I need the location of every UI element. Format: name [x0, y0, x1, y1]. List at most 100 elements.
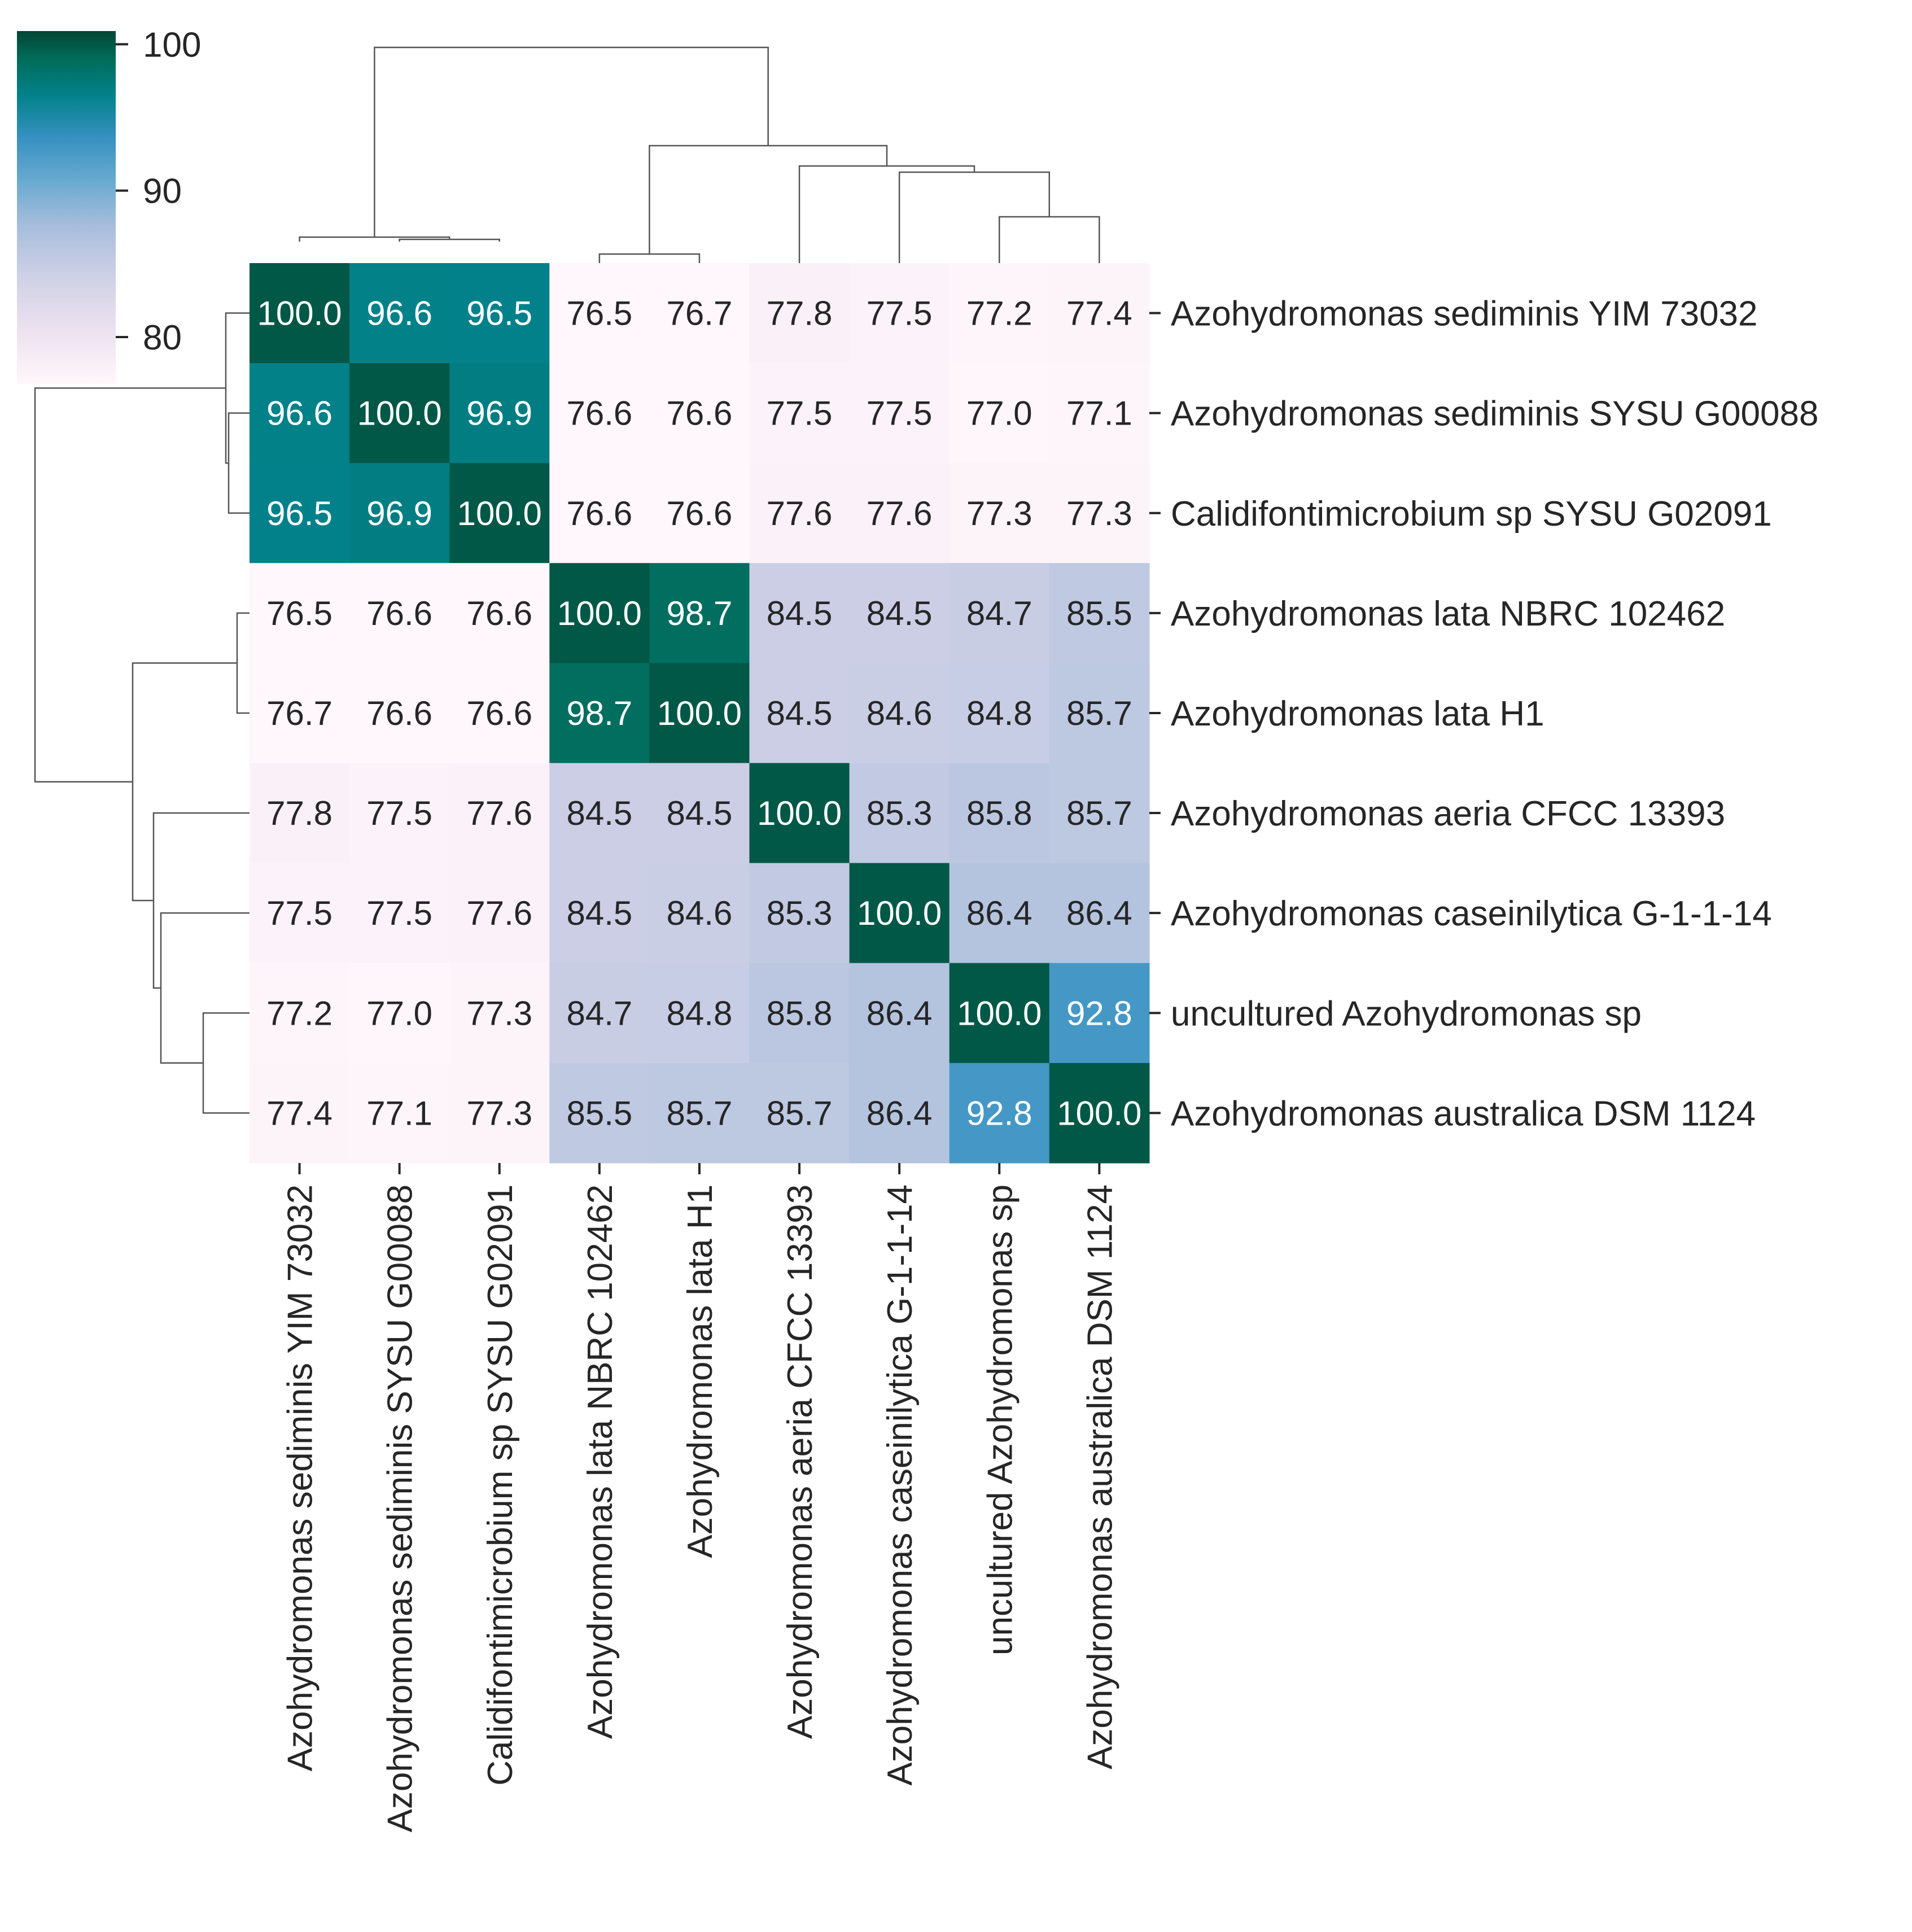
cell-value-r7-c4: 84.8: [667, 994, 733, 1032]
row-link-3-4: [236, 612, 250, 714]
cell-value-r4-c4: 100.0: [657, 694, 742, 732]
heatmap-cell-r5-c2: [449, 763, 550, 864]
heatmap-cell-r6-c8: [1049, 863, 1150, 964]
cell-value-r5-c8: 85.7: [1066, 794, 1132, 832]
heatmap-cell-r7-c5: [749, 963, 850, 1064]
heatmap-cell-r4-c2: [449, 663, 550, 764]
cell-value-r6-c8: 86.4: [1066, 894, 1132, 932]
heatmap-cell-r7-c1: [349, 963, 450, 1064]
col-link-34-5678: [649, 145, 888, 254]
heatmap-cell-r2-c5: [749, 463, 850, 563]
col-link-3-4: [598, 253, 701, 263]
row-link-root: [34, 387, 226, 783]
row-link-0-12: [225, 312, 250, 464]
heatmap-cell-r8-c2: [449, 1063, 550, 1164]
row-dendrogram: [34, 312, 250, 1114]
cell-value-r1-c7: 77.0: [966, 395, 1032, 432]
cell-value-r5-c3: 84.5: [566, 794, 632, 832]
cell-value-r0-c1: 96.6: [366, 295, 432, 333]
cell-value-r4-c6: 84.6: [867, 694, 933, 732]
cell-value-r8-c5: 85.7: [767, 1094, 833, 1132]
heatmap-cell-r0-c8: [1049, 263, 1150, 364]
heatmap-cell-r5-c7: [949, 763, 1050, 864]
cell-value-r6-c1: 77.5: [366, 894, 432, 932]
heatmap-cell-r6-c6: [849, 863, 950, 964]
colorbar: [17, 31, 116, 384]
heatmap-cell-r6-c0: [250, 863, 350, 964]
cell-value-r4-c2: 76.6: [466, 694, 532, 732]
heatmap-cell-r1-c7: [949, 363, 1050, 464]
cell-value-r2-c5: 77.6: [767, 495, 833, 532]
heatmap-cell-r7-c2: [449, 963, 550, 1064]
col-label-5: Azohydromonas aeria CFCC 13393: [781, 1184, 820, 1739]
heatmap-cell-r4-c3: [549, 663, 650, 764]
cell-value-r1-c4: 76.6: [667, 395, 733, 432]
heatmap-cell-r7-c3: [549, 963, 650, 1064]
col-label-0: Azohydromonas sediminis YIM 73032: [281, 1184, 320, 1772]
heatmap-cell-r1-c2: [449, 363, 550, 464]
cell-value-r5-c6: 85.3: [867, 794, 933, 832]
heatmap-cell-r8-c0: [250, 1063, 350, 1164]
heatmap-cell-r5-c5: [749, 763, 850, 864]
heatmap-cell-r3-c4: [649, 563, 750, 663]
cell-value-r7-c2: 77.3: [466, 994, 532, 1032]
heatmap-cell-r7-c0: [250, 963, 350, 1064]
heatmap-cell-r2-c0: [250, 463, 350, 563]
heatmap-cell-r1-c1: [349, 363, 450, 464]
row-label-2: Calidifontimicrobium sp SYSU G02091: [1171, 495, 1772, 534]
heatmap-cell-r8-c6: [849, 1063, 950, 1164]
cell-value-r5-c4: 84.5: [667, 794, 733, 832]
cell-value-r2-c3: 76.6: [566, 495, 632, 532]
cell-value-r6-c3: 84.5: [566, 894, 632, 932]
heatmap-cell-r8-c3: [549, 1063, 650, 1164]
heatmap-cell-r5-c3: [549, 763, 650, 864]
heatmap-cell-r2-c3: [549, 463, 650, 563]
cell-value-r5-c0: 77.8: [266, 794, 332, 832]
heatmap-cell-r2-c2: [449, 463, 550, 563]
row-label-5: Azohydromonas aeria CFCC 13393: [1171, 794, 1725, 833]
cell-value-r3-c4: 98.7: [667, 595, 733, 632]
heatmap-cell-r3-c2: [449, 563, 550, 663]
heatmap-cell-r3-c0: [250, 563, 350, 663]
cell-value-r4-c0: 76.7: [266, 694, 332, 732]
heatmap-cell-r0-c7: [949, 263, 1050, 364]
cell-value-r5-c7: 85.8: [966, 794, 1032, 832]
heatmap-cell-r2-c8: [1049, 463, 1150, 563]
heatmap-cell-r2-c6: [849, 463, 950, 563]
colorbar-ticks: 80 90 100: [116, 25, 201, 357]
cell-value-r3-c5: 84.5: [767, 595, 833, 632]
row-label-3: Azohydromonas lata NBRC 102462: [1171, 595, 1725, 633]
heatmap-cell-r1-c3: [549, 363, 650, 464]
heatmap-cell-r3-c1: [349, 563, 450, 663]
cell-value-r6-c0: 77.5: [266, 894, 332, 932]
row-label-6: Azohydromonas caseinilytica G-1-1-14: [1171, 894, 1772, 933]
col-link-root: [374, 46, 769, 237]
cell-value-r5-c2: 77.6: [466, 794, 532, 832]
heatmap-cell-r2-c7: [949, 463, 1050, 563]
cell-value-r3-c2: 76.6: [466, 595, 532, 632]
cell-value-r0-c8: 77.4: [1066, 295, 1132, 333]
heatmap-cell-r1-c8: [1049, 363, 1150, 464]
cell-value-r7-c5: 85.8: [767, 994, 833, 1032]
row-link-5-678: [152, 812, 250, 989]
cell-value-r7-c1: 77.0: [366, 994, 432, 1032]
cell-value-r3-c3: 100.0: [557, 595, 642, 632]
cell-value-r8-c8: 100.0: [1057, 1094, 1141, 1132]
cell-value-r7-c8: 92.8: [1066, 994, 1132, 1032]
heatmap-cell-r2-c1: [349, 463, 450, 563]
cell-value-r2-c0: 96.5: [266, 495, 332, 532]
heatmap-cell-r3-c7: [949, 563, 1050, 663]
heatmap-cell-r3-c6: [849, 563, 950, 663]
heatmap-cell-r0-c0: [250, 263, 350, 364]
heatmap-cell-r8-c5: [749, 1063, 850, 1164]
cell-value-r2-c2: 100.0: [457, 495, 542, 532]
heatmap-cell-r5-c6: [849, 763, 950, 864]
heatmap-cell-r0-c5: [749, 263, 850, 364]
heatmap-cell-r1-c0: [250, 363, 350, 464]
cell-value-r0-c7: 77.2: [966, 295, 1032, 333]
cell-value-r2-c6: 77.6: [867, 495, 933, 532]
cell-value-r8-c6: 86.4: [867, 1094, 933, 1132]
column-labels: Azohydromonas sediminis YIM 73032 Azohydr…: [281, 1162, 1119, 1832]
row-link-7-8: [202, 1012, 250, 1114]
